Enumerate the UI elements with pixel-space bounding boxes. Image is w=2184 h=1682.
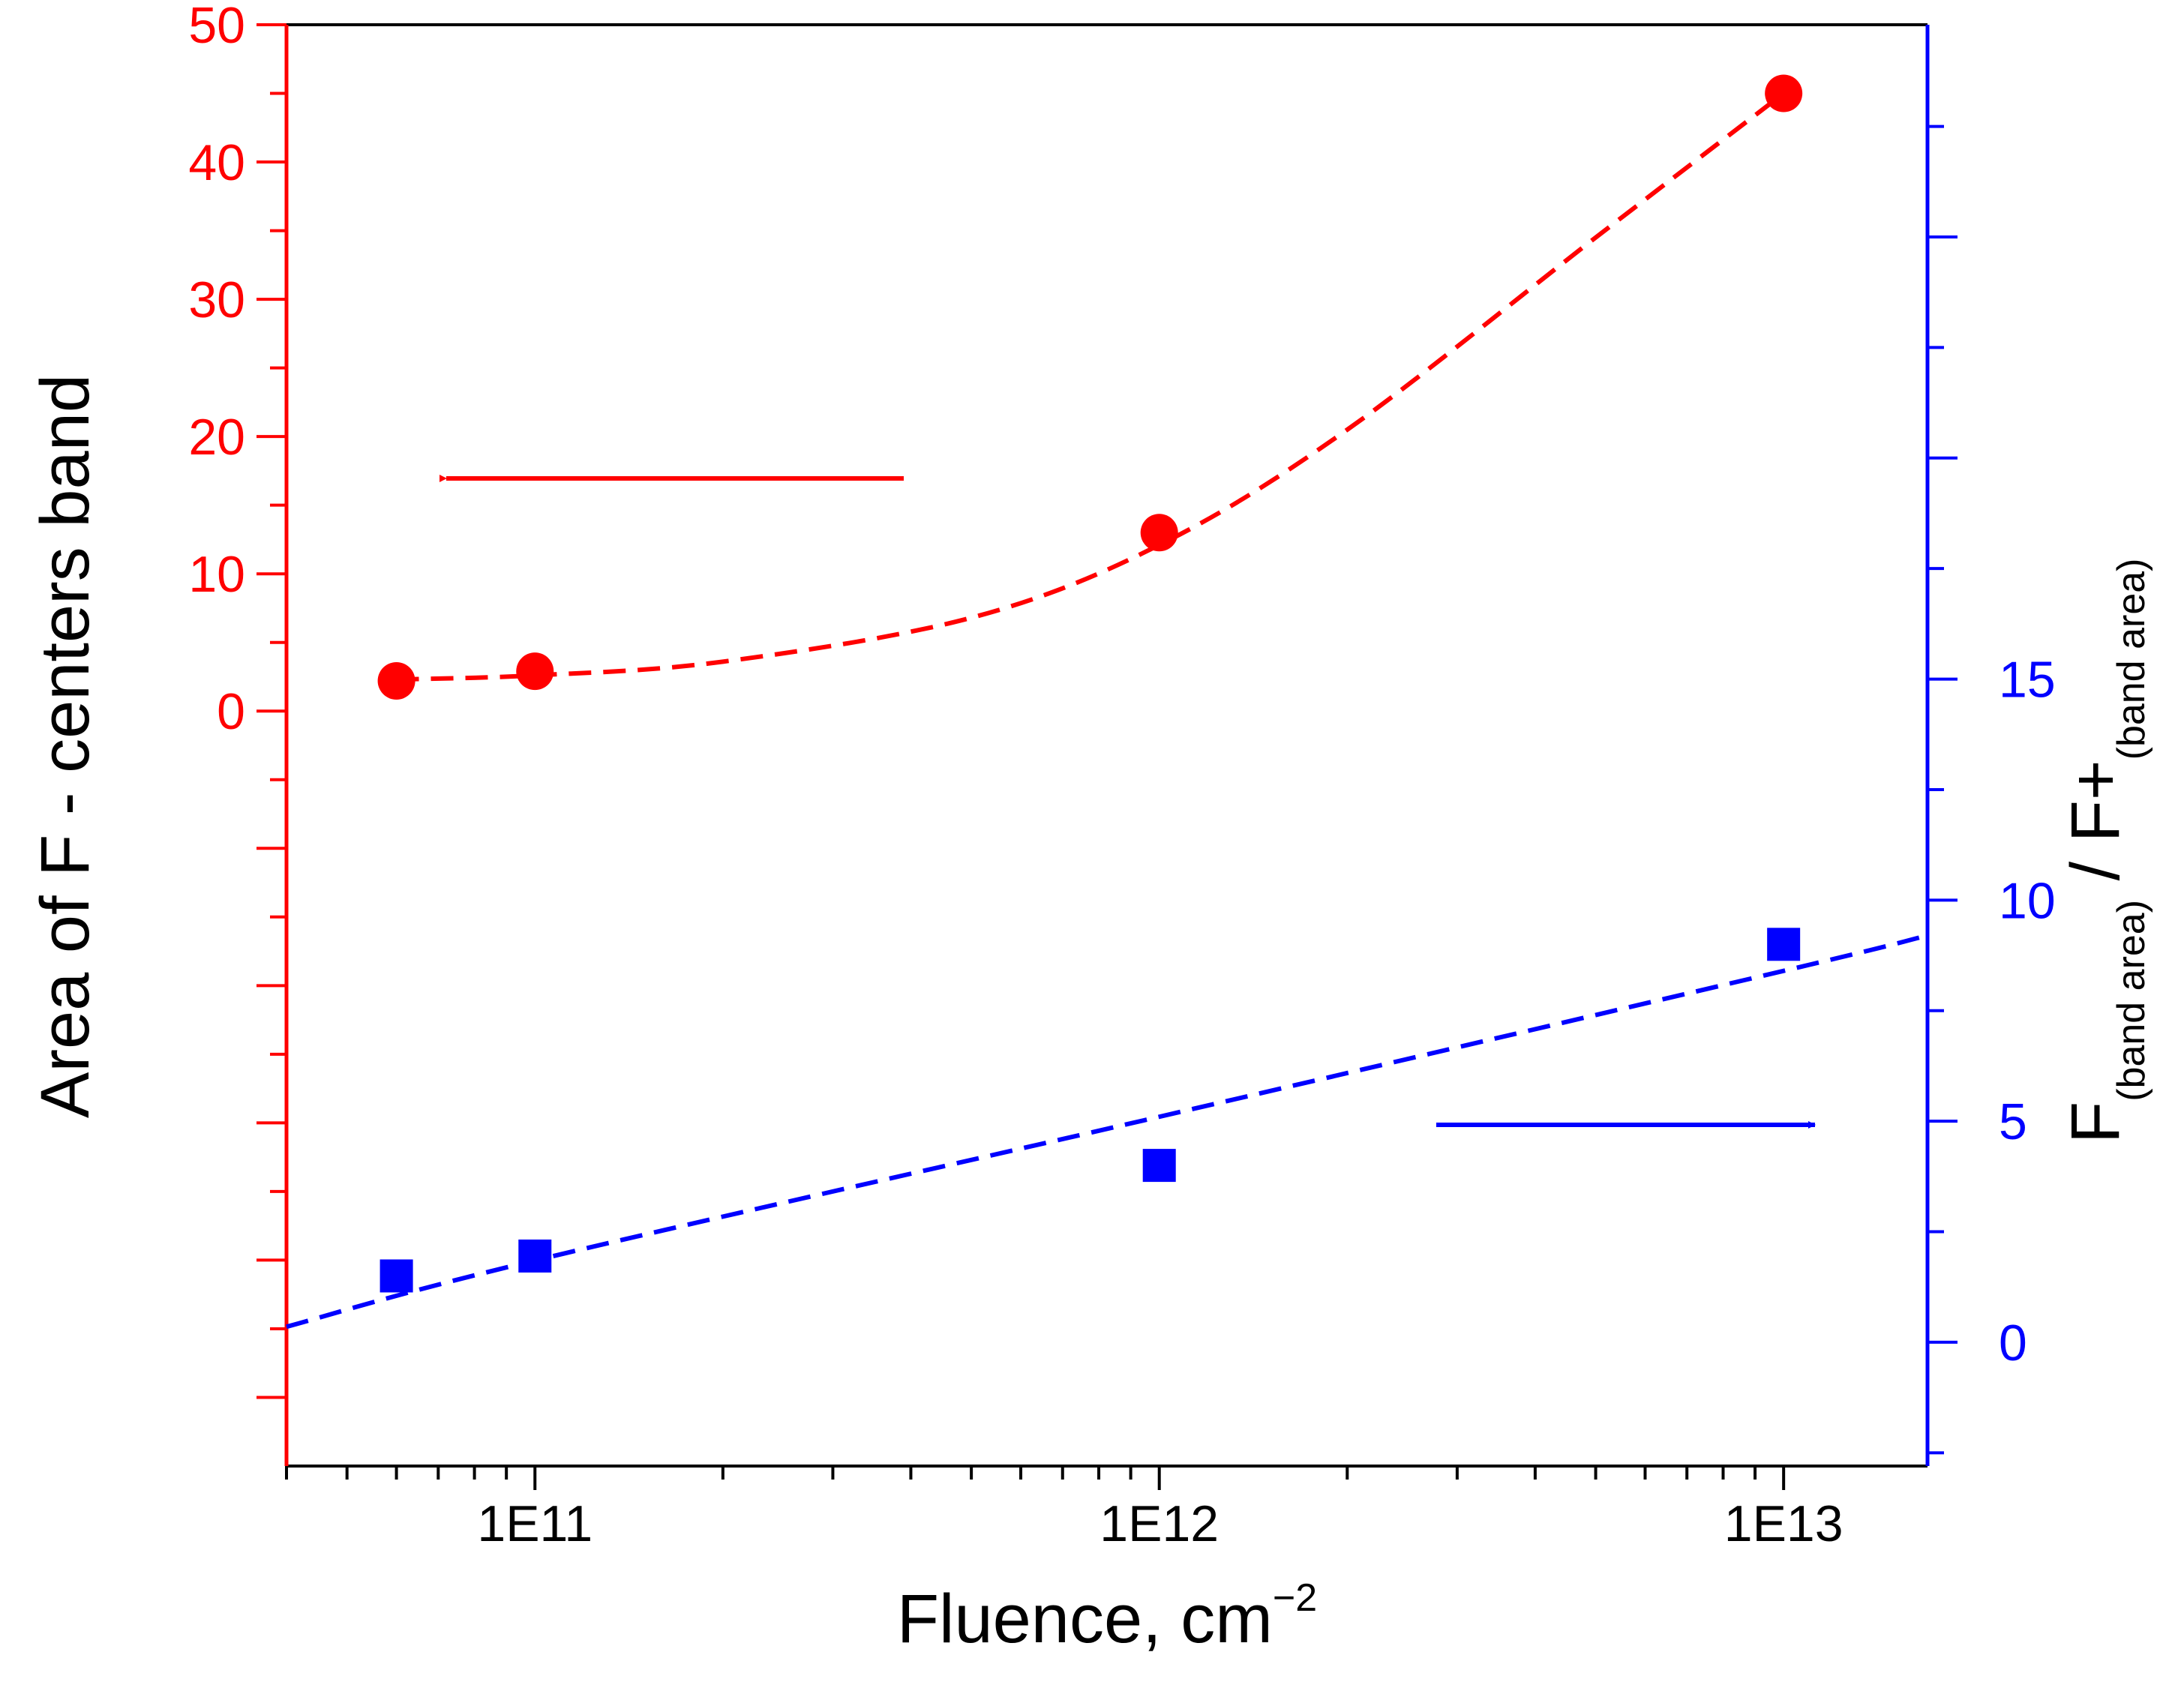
fit-lines bbox=[286, 91, 1928, 1330]
left-axis-title: Area of F - centers band bbox=[27, 374, 104, 1118]
left-tick-label: 50 bbox=[188, 0, 245, 54]
right-axis-title: F(band area) / F+(band area) bbox=[2057, 559, 2153, 1144]
data-points bbox=[377, 74, 1803, 1293]
left-tick-label: 20 bbox=[188, 409, 245, 466]
x-tick-label: 1E12 bbox=[1100, 1495, 1219, 1552]
left-axis-ticks: 0 10 20 30 40 50 bbox=[188, 0, 286, 1399]
left-tick-label: 10 bbox=[188, 546, 245, 603]
right-axis-title-main: F bbox=[2057, 1102, 2134, 1144]
left-tick-label: 0 bbox=[217, 683, 245, 740]
left-series-point bbox=[1765, 74, 1803, 112]
right-series-point bbox=[380, 1259, 413, 1293]
right-series-fit-line bbox=[286, 933, 1928, 1330]
right-tick-label: 5 bbox=[1999, 1093, 2027, 1150]
right-axis-title-mid: / F+ bbox=[2057, 760, 2134, 900]
right-axis-title-sub2: (band area) bbox=[2110, 559, 2153, 760]
right-series-point bbox=[1767, 928, 1801, 961]
x-axis-title-main: Fluence, cm bbox=[897, 1581, 1273, 1657]
x-axis-title: Fluence, cm−2 bbox=[897, 1576, 1317, 1657]
right-axis-title-sub1: (band area) bbox=[2110, 900, 2153, 1102]
left-tick-label: 30 bbox=[188, 271, 245, 328]
left-series-point bbox=[1140, 514, 1178, 552]
x-axis-ticks: 1E11 1E12 1E13 bbox=[285, 1466, 1844, 1552]
x-axis-title-exponent: −2 bbox=[1273, 1576, 1317, 1620]
right-tick-label: 0 bbox=[1999, 1315, 2027, 1372]
right-axis-ticks: 0 5 10 15 bbox=[1928, 124, 2056, 1455]
left-series-point bbox=[377, 661, 416, 700]
right-series-point bbox=[1142, 1149, 1176, 1183]
x-tick-label: 1E13 bbox=[1724, 1495, 1844, 1552]
right-tick-label: 10 bbox=[1999, 872, 2056, 929]
right-series-point bbox=[518, 1239, 552, 1273]
left-series-fit-line bbox=[396, 91, 1785, 682]
left-tick-label: 40 bbox=[188, 134, 245, 191]
x-tick-label: 1E11 bbox=[477, 1495, 592, 1552]
left-series-point bbox=[516, 652, 554, 691]
right-tick-label: 15 bbox=[1999, 652, 2056, 709]
